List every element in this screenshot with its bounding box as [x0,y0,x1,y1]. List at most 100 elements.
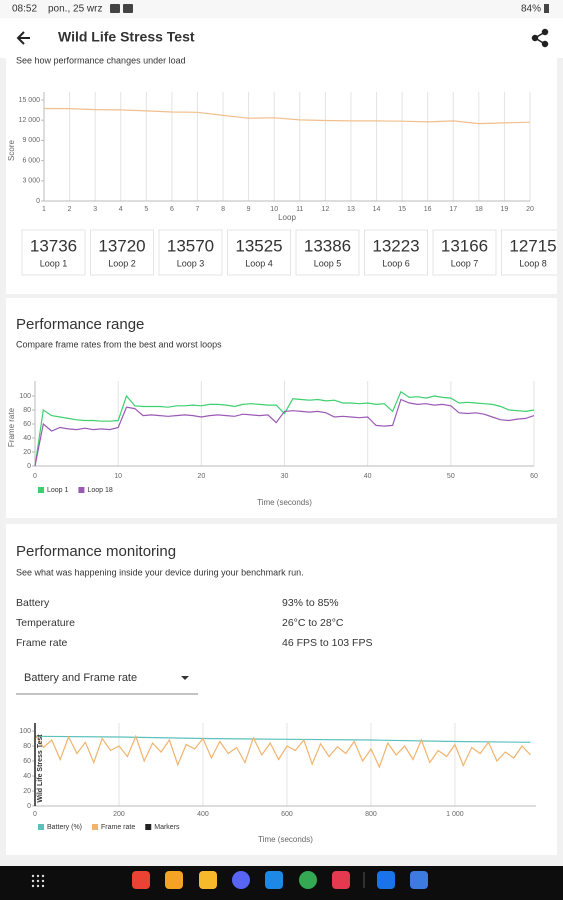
y-tick-label: 0 [27,803,31,810]
y-tick-label: 0 [27,463,31,470]
card-title: Performance monitoring [16,543,176,560]
tile-score: 13570 [167,236,214,255]
tile-label: Loop 1 [40,258,68,268]
legend-label: Battery (%) [47,824,82,831]
y-tick-label: 40 [23,435,31,442]
app-icon[interactable] [377,871,395,889]
share-button[interactable] [531,28,549,48]
dropdown-arrow[interactable] [181,676,189,680]
legend-swatch [92,824,99,830]
y-tick-label: 9 000 [22,137,40,144]
x-tick-label: 1 [42,206,46,213]
score-tile [432,229,497,276]
x-tick-label: 4 [119,206,123,213]
x-tick-label: 9 [247,206,251,213]
row-label: Battery [16,597,50,609]
legend-label: Frame rate [101,824,135,831]
tile-label: Loop 4 [245,258,273,268]
x-tick-label: 30 [281,473,289,480]
status-icon [123,4,133,13]
x-axis-label: Time (seconds) [257,498,312,507]
row-label: Temperature [16,617,75,629]
legend-swatch [78,487,85,493]
status-time: 08:52 [12,4,37,15]
x-tick-label: 200 [113,811,125,818]
x-tick-label: 20 [526,206,534,213]
x-axis-label: Time (seconds) [258,835,313,844]
card-subtitle: See what was happening inside your devic… [16,567,304,577]
x-tick-label: 8 [221,206,225,213]
x-tick-label: 19 [501,206,509,213]
y-axis-label: Frame rate [7,407,16,447]
x-tick-label: 12 [321,206,329,213]
tile-label: Loop 2 [108,258,136,268]
x-tick-label: 0 [33,473,37,480]
x-tick-label: 600 [281,811,293,818]
row-label: Frame rate [16,637,68,649]
app-icon[interactable] [199,871,217,889]
tile-label: Loop 3 [177,258,205,268]
apps-button[interactable] [31,874,45,888]
legend-swatch [38,824,44,830]
range-card [6,298,557,518]
dropdown[interactable]: Battery and Frame rate [24,672,137,684]
app-icon[interactable] [232,871,250,889]
x-tick-label: 15 [398,206,406,213]
tile-label: Loop 8 [519,258,547,268]
x-tick-label: 10 [114,473,122,480]
app-bar [0,18,563,58]
app-icon[interactable] [332,871,350,889]
x-tick-label: 13 [347,206,355,213]
row-value: 26°C to 28°C [282,617,344,629]
x-tick-label: 3 [93,206,97,213]
x-tick-label: 1 000 [446,811,464,818]
card-subtitle: See how performance changes under load [16,55,186,65]
app-title: Wild Life Stress Test [58,29,195,45]
status-icon [110,4,120,13]
marker-label: Wild Life Stress Test [37,734,44,803]
y-tick-label: 0 [36,198,40,205]
series-line [43,107,531,125]
y-tick-label: 100 [19,393,31,400]
legend-swatch [145,824,152,830]
x-tick-label: 800 [365,811,377,818]
tile-label: Loop 7 [451,258,479,268]
x-tick-label: 60 [530,473,538,480]
y-tick-label: 15 000 [19,97,41,104]
status-bar [0,0,563,18]
tile-score: 12715 [509,236,556,255]
y-tick-label: 12 000 [19,117,41,124]
series-line [34,735,531,743]
app-icon[interactable] [410,871,428,889]
score-tile [90,229,154,276]
score-tile [364,229,428,276]
tile-score: 13166 [441,236,488,255]
x-tick-label: 14 [373,206,381,213]
x-axis-label: Loop [278,213,296,222]
x-tick-label: 400 [197,811,209,818]
battery-icon [544,4,549,13]
score-tile [21,229,86,276]
tile-score: 13386 [304,236,351,255]
app-icon[interactable] [132,871,150,889]
status-date: pon., 25 wrz [48,4,102,15]
app-icon[interactable] [299,871,317,889]
x-tick-label: 2 [68,206,72,213]
x-tick-label: 17 [449,206,457,213]
app-icon[interactable] [265,871,283,889]
series-line [34,390,535,467]
x-tick-label: 50 [447,473,455,480]
x-tick-label: 40 [364,473,372,480]
tile-score: 13223 [372,236,419,255]
app-icon[interactable] [165,871,183,889]
y-tick-label: 60 [23,421,31,428]
tile-label: Loop 6 [382,258,410,268]
y-tick-label: 80 [23,743,31,750]
score-tile [501,229,557,276]
y-tick-label: 60 [23,758,31,765]
back-button[interactable] [16,31,30,45]
x-tick-label: 20 [197,473,205,480]
y-tick-label: 3 000 [22,178,40,185]
